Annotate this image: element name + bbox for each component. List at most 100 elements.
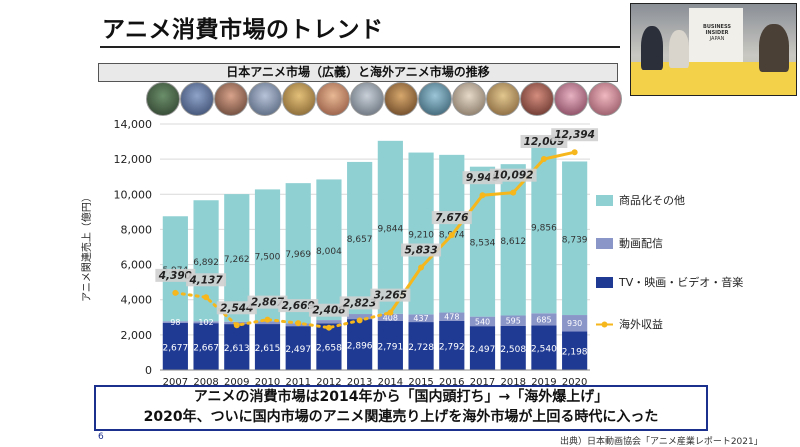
character-avatar [350, 82, 384, 116]
data-label-tv: 2,658 [316, 344, 342, 354]
overseas-point [325, 324, 332, 331]
summary-line-2: 2020年、ついに国内市場のアニメ関連売り上げを海外市場が上回る時代に入った [143, 409, 659, 425]
overseas-label-bg [489, 168, 537, 182]
bar-streaming [316, 320, 342, 324]
legend-item-tv: TV・映画・ビデオ・音楽 [596, 274, 743, 290]
y-tick-label: 12,000 [114, 153, 153, 166]
y-tick-label: 10,000 [114, 188, 153, 201]
overseas-line-early [173, 291, 392, 330]
data-label-streaming: 540 [475, 317, 490, 326]
video-person [759, 24, 789, 72]
data-label-merch: 8,657 [347, 235, 373, 245]
bar-tv [408, 322, 434, 370]
bar-streaming [469, 316, 496, 327]
data-label-overseas: 2,669 [282, 300, 315, 312]
logo-line: INSIDER [705, 30, 729, 36]
bar-streaming [162, 321, 188, 323]
overseas-label-bg [370, 288, 411, 302]
character-avatar [316, 82, 350, 116]
overseas-label-bg [339, 296, 380, 310]
anime-market-chart: 0 2,000 4,000 6,000 8,000 10,000 12,000 14,000 ア… [80, 118, 700, 388]
x-tick-label: 2010 [255, 377, 280, 388]
legend-swatch [596, 237, 613, 249]
data-label-overseas: 3,265 [374, 290, 407, 302]
y-axis-label: アニメ関連売上（億円） [80, 192, 93, 302]
bar-tv [377, 320, 403, 370]
video-backdrop-panel [689, 8, 743, 70]
data-label-streaming: 685 [536, 315, 551, 324]
chart-subtitle: 日本アニメ市場（広義）と海外アニメ市場の推移 [98, 63, 618, 82]
x-tick-label: 2012 [316, 377, 341, 388]
bar-merch [316, 179, 342, 321]
data-label-tv: 2,896 [347, 342, 373, 352]
legend-label: TV・映画・ビデオ・音楽 [619, 276, 744, 289]
bar-tv [347, 319, 373, 370]
bar-streaming [562, 315, 588, 332]
title-underline [100, 46, 620, 48]
character-avatar [452, 82, 486, 116]
x-tick-label: 2020 [562, 377, 587, 388]
overseas-label-bg [186, 273, 227, 287]
data-label-overseas: 10,092 [493, 170, 534, 182]
data-label-tv: 2,728 [408, 343, 434, 353]
x-tick-label: 2007 [163, 377, 188, 388]
data-label-overseas: 7,676 [435, 212, 468, 224]
data-label-tv: 2,497 [285, 345, 311, 355]
data-label-merch: 7,262 [224, 255, 250, 265]
character-avatar [418, 82, 452, 116]
data-label-overseas: 2,544 [220, 302, 253, 314]
x-tick-label: 2015 [408, 377, 433, 388]
character-avatar-strip [146, 82, 622, 118]
overseas-point [233, 322, 240, 329]
data-label-merch: 8,534 [470, 239, 496, 249]
data-label-merch: 9,210 [408, 230, 434, 240]
data-label-tv: 2,792 [439, 342, 465, 352]
character-avatar [180, 82, 214, 116]
legend-line-swatch [596, 321, 613, 327]
overseas-label-bg [216, 301, 257, 315]
chart-svg: 0 2,000 4,000 6,000 8,000 10,000 12,000 14,000 ア… [80, 118, 599, 388]
bar-tv [285, 326, 311, 370]
logo-line: JAPAN [709, 36, 725, 42]
character-avatar [384, 82, 418, 116]
bar-merch [408, 152, 434, 315]
video-person [641, 26, 663, 70]
bar-tv [224, 324, 250, 370]
data-label-overseas: 2,867 [251, 297, 285, 309]
legend-label: 商品化その他 [619, 194, 685, 207]
x-tick-label: 2011 [285, 377, 310, 388]
legend-item-overseas: 海外収益 [596, 316, 663, 332]
y-tick-label: 2,000 [121, 329, 153, 342]
bar-tv [254, 324, 281, 370]
overseas-point [387, 309, 394, 316]
data-label-overseas: 12,394 [554, 129, 595, 141]
data-label-merch: 7,500 [255, 252, 281, 262]
bar-tv [469, 326, 496, 370]
y-tick-label: 8,000 [121, 223, 153, 236]
data-label-merch: 6,892 [193, 258, 219, 268]
overseas-label-bg [401, 243, 442, 257]
summary-box: アニメの消費市場は2014年から「国内頭打ち」→「海外爆上げ」 2020年、つい… [94, 385, 708, 431]
overseas-point [479, 192, 486, 199]
data-label-tv: 2,667 [193, 344, 219, 354]
bar-streaming [531, 313, 557, 326]
x-tick-label: 2017 [470, 377, 495, 388]
data-label-tv: 2,508 [500, 345, 526, 355]
data-label-streaming: 478 [444, 313, 459, 322]
overseas-point [172, 289, 179, 296]
data-label-overseas: 4,137 [188, 274, 223, 286]
x-tick-label: 2019 [531, 377, 556, 388]
data-label-overseas: 4,390 [158, 270, 192, 282]
bar-streaming [439, 312, 465, 321]
video-call-thumbnail[interactable]: BUSINESS INSIDER JAPAN [630, 3, 797, 96]
character-avatar [214, 82, 248, 116]
overseas-point [203, 294, 210, 301]
y-tick-label: 4,000 [121, 294, 153, 307]
bar-merch [562, 161, 588, 316]
legend-item-merch: 商品化その他 [596, 192, 685, 208]
character-avatar [486, 82, 520, 116]
overseas-label-bg [247, 295, 288, 309]
bar-tv [562, 331, 588, 370]
data-label-overseas: 2,823 [343, 297, 376, 309]
bar-tv [316, 323, 342, 370]
